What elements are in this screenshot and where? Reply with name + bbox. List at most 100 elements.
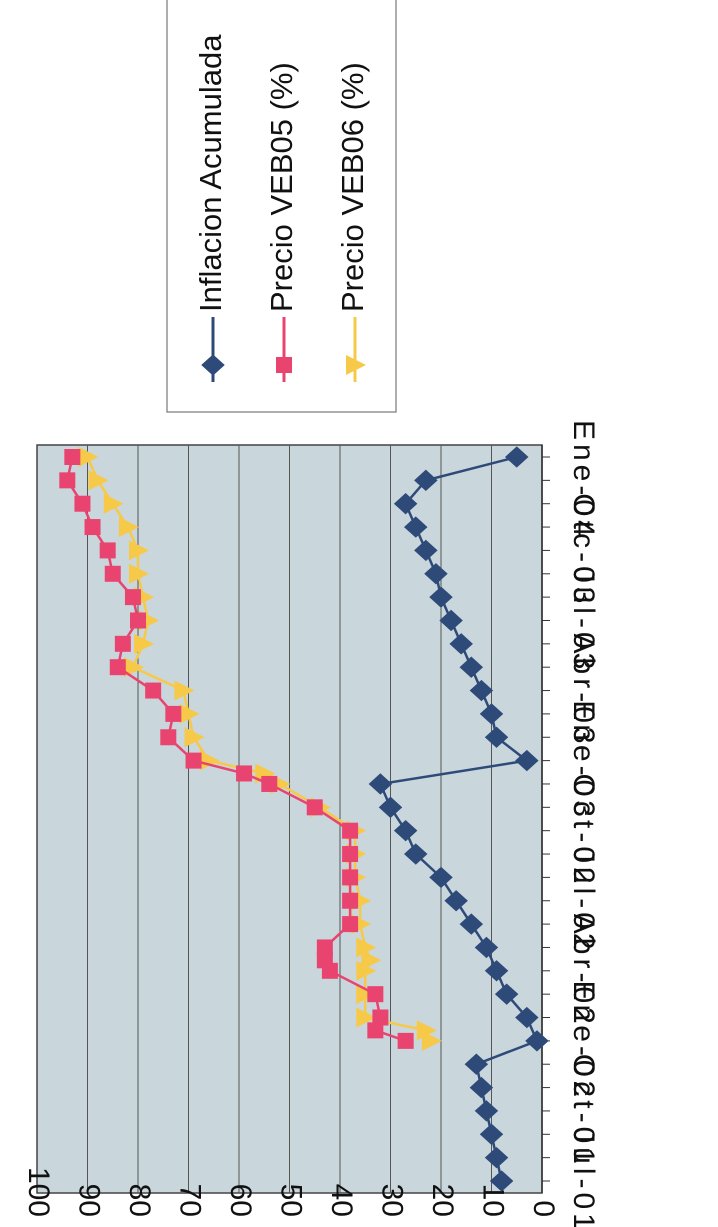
inflacion-point [404,516,428,538]
x-tick-label: Oct-01 [567,1054,600,1168]
veb05-point [99,542,116,559]
veb05-point [342,916,359,933]
y-tick-label: 20 [426,1184,459,1217]
inflacion-point [525,1030,549,1052]
veb05-point [342,846,359,863]
veb05-point [165,705,182,722]
x-tick-label: Abr-03 [567,634,600,748]
veb05-point [74,495,91,512]
veb05-point [236,765,253,782]
veb06-point [356,1007,377,1028]
veb05-point [397,1032,414,1049]
inflacion-point [444,890,468,912]
inflacion-point [469,679,494,702]
veb05-point [316,952,333,969]
veb05-point [342,869,359,886]
veb06-point [356,960,377,981]
veb05-point [372,1009,389,1026]
veb05-point [64,449,81,465]
veb05-point [306,799,323,816]
x-tick-label: Ene-03 [567,700,600,821]
inflacion-point [429,866,453,889]
veb06-point [118,517,139,538]
veb06-point [361,950,382,971]
veb06-point [356,984,377,1005]
veb05-point [104,565,121,582]
legend-item: Precio VEB05 (%) [264,62,299,382]
legend-item: Precio VEB06 (%) [335,62,370,382]
inflacion-point [479,1123,504,1145]
y-tick-label: 30 [376,1184,409,1217]
veb05-point [59,472,76,489]
inflacion-point [368,773,393,795]
veb06-point [123,657,144,678]
veb05-point [109,659,126,676]
y-tick-label: 40 [325,1184,358,1217]
legend-marker [276,357,292,373]
legend-label: Precio VEB05 (%) [264,62,299,312]
veb06-point [103,493,124,514]
y-tick-label: 90 [73,1184,106,1217]
inflacion-point [449,633,473,655]
inflacion-point [489,1170,514,1192]
veb06-point [129,540,149,561]
legend-label: Inflacion Acumulada [193,34,228,312]
inflacion-point [515,1006,539,1029]
veb06-point [88,470,109,491]
inflacion-series [368,446,549,1192]
inflacion-point [474,1100,499,1122]
legend: Inflacion Acumulada Precio VEB05 (%) Preci… [166,0,397,413]
legend-label: Precio VEB06 (%) [335,62,370,312]
veb06-point [416,1020,437,1041]
legend-marker [346,355,366,375]
inflacion-point [479,703,504,725]
inflacion-point [459,656,484,678]
x-tick-label: Abr-02 [567,914,600,1028]
inflacion-point [464,1053,489,1075]
veb05-point [145,682,162,699]
veb05-series [59,449,414,1049]
veb06-point [356,937,377,958]
veb06-point [421,1030,442,1051]
x-tick-label: Jul-01 [567,1128,600,1227]
veb05-point [367,986,384,1003]
inflacion-point [393,493,418,515]
inflacion-point [404,843,428,865]
y-tick-label: 0 [527,1200,560,1217]
x-tick-label: Ene-02 [567,980,600,1101]
x-tick-label: Jul-02 [567,848,600,954]
inflacion-point [378,796,403,818]
veb06-point [174,680,195,701]
veb05-point [261,775,278,792]
veb05-point [316,939,333,956]
veb06-point [129,563,149,584]
x-tick-label: Otc-03 [567,493,600,607]
veb06-point [134,633,155,654]
inflacion-point [414,469,438,492]
veb06-point [78,447,99,467]
legend-item: Inflacion Acumulada [193,34,228,382]
y-tick-label: 80 [123,1184,156,1217]
veb05-point [367,1022,384,1039]
inflacion-point [429,586,453,608]
inflacion-point [459,913,484,935]
y-tick-label: 50 [275,1184,308,1217]
veb05-point [124,589,141,606]
inflacion-point [474,936,499,959]
x-tick-label: Oct-02 [567,774,600,888]
veb05-point [160,729,177,746]
x-tick-label: Ene-04 [567,420,600,541]
inflacion-point [393,820,418,842]
veb06-point [255,763,276,784]
y-tick-label: 100 [22,1167,55,1217]
veb05-point [342,892,359,909]
veb06-point [184,727,205,748]
veb05-point [130,612,146,629]
inflacion-point [424,563,448,585]
inflacion-point [484,1146,509,1169]
veb06-point [179,703,200,724]
inflacion-point [484,960,509,982]
veb05-point [185,752,202,769]
veb05-point [114,635,131,652]
